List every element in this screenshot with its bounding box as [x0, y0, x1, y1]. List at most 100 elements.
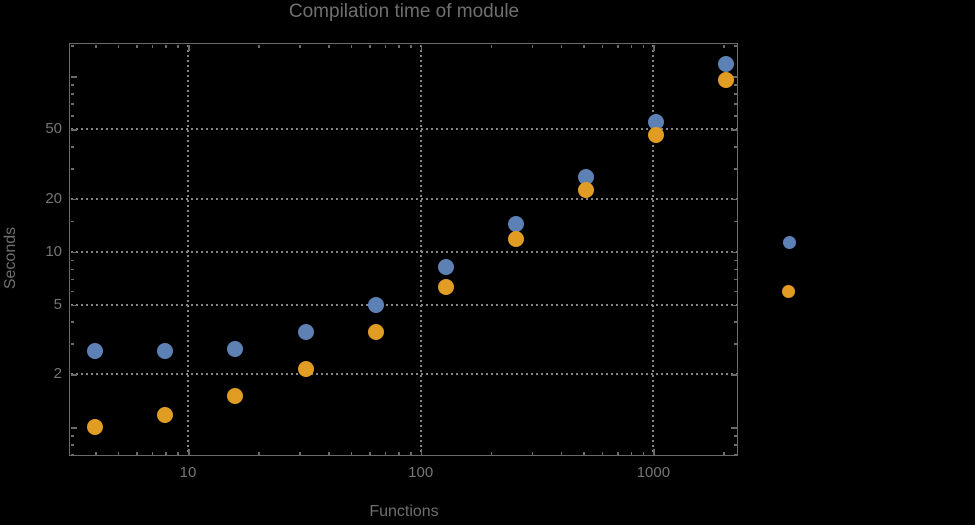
- y-axis-tick-right: [733, 454, 737, 456]
- y-axis-tick-right: [733, 343, 737, 345]
- x-axis-tick: [136, 451, 138, 455]
- y-axis-tick-right: [731, 304, 737, 306]
- x-axis-tick-top: [350, 44, 353, 48]
- x-axis-tick: [384, 451, 387, 455]
- x-axis-tick: [188, 449, 190, 455]
- x-axis-tick: [723, 451, 725, 455]
- y-axis-tick-right: [733, 115, 737, 117]
- data-point-series-1-blue: [437, 258, 454, 275]
- data-point-series-2-orange: [157, 407, 174, 424]
- x-axis-tick-top: [188, 44, 190, 51]
- y-axis-tick-right: [733, 278, 737, 281]
- y-axis-tick: [70, 129, 77, 131]
- x-axis-tick: [369, 451, 371, 455]
- x-axis-tick-top: [398, 44, 400, 48]
- data-point-series-2-orange: [577, 181, 594, 198]
- y-axis-tick: [70, 198, 77, 201]
- x-axis-tick: [601, 451, 604, 455]
- x-axis-tick-top: [583, 44, 585, 48]
- x-axis-tick-top: [410, 44, 412, 48]
- y-tick-label: 2: [53, 365, 62, 383]
- x-axis-tick-top: [630, 44, 633, 48]
- y-tick-label: 5: [53, 295, 62, 313]
- x-axis-tick-top: [151, 44, 154, 48]
- data-point-series-1-blue: [227, 340, 244, 357]
- y-axis-tick: [70, 444, 74, 446]
- data-point-series-2-orange: [367, 323, 384, 340]
- data-point-series-2-orange: [297, 360, 314, 377]
- x-axis-tick-top: [560, 44, 563, 48]
- y-axis-tick: [70, 168, 74, 170]
- y-axis-tick-right: [733, 321, 737, 323]
- y-axis-tick: [70, 76, 77, 78]
- x-axis-tick: [258, 451, 260, 455]
- x-axis-tick-top: [384, 44, 387, 48]
- x-axis-tick: [117, 451, 120, 455]
- y-axis-tick: [70, 146, 74, 148]
- x-axis-tick: [151, 451, 154, 455]
- horizontal-gridline: [71, 128, 737, 131]
- y-axis-tick: [70, 259, 74, 262]
- chart-title: Compilation time of module: [288, 1, 520, 22]
- y-axis-tick: [70, 268, 74, 271]
- y-axis-tick: [70, 374, 77, 376]
- y-axis-tick: [70, 84, 74, 86]
- y-axis-tick-right: [731, 374, 737, 376]
- y-axis-tick-right: [733, 146, 737, 148]
- y-tick-label: 50: [45, 120, 62, 138]
- horizontal-gridline: [71, 197, 737, 200]
- y-axis-tick: [70, 251, 77, 254]
- y-axis-tick-right: [733, 290, 737, 293]
- y-axis-tick: [70, 103, 74, 105]
- x-axis-tick-top: [490, 44, 493, 48]
- y-axis-tick-right: [731, 76, 737, 78]
- x-axis-tick: [177, 451, 179, 455]
- y-axis-tick-right: [733, 268, 737, 271]
- y-axis-tick-right: [733, 84, 737, 86]
- data-point-series-2-orange: [507, 231, 524, 248]
- x-axis-tick-top: [420, 44, 423, 51]
- y-axis-tick-right: [733, 168, 737, 170]
- x-axis-tick: [410, 451, 412, 455]
- data-point-series-1-blue: [87, 343, 104, 360]
- data-point-series-1-blue: [367, 296, 384, 313]
- vertical-gridline: [652, 45, 655, 455]
- y-axis-tick-right: [731, 427, 737, 429]
- plot-frame: [69, 43, 738, 456]
- data-point-series-2-orange: [717, 72, 734, 89]
- data-point-series-1-blue: [297, 323, 314, 340]
- y-axis-tick-right: [733, 220, 737, 223]
- y-axis-tick: [70, 304, 77, 306]
- x-axis-tick: [165, 451, 167, 455]
- x-axis-tick-top: [653, 44, 655, 51]
- y-axis-tick: [70, 427, 77, 429]
- x-axis-tick-top: [95, 44, 97, 48]
- x-axis-tick: [299, 451, 301, 455]
- y-axis-tick: [70, 454, 74, 456]
- x-axis-tick-top: [165, 44, 167, 48]
- x-axis-tick-top: [531, 44, 534, 48]
- x-axis-tick: [490, 451, 493, 455]
- y-axis-tick-right: [731, 129, 737, 131]
- x-axis-tick-top: [299, 44, 301, 48]
- y-axis-tick-right: [733, 93, 737, 95]
- x-axis-tick-top: [117, 44, 120, 48]
- x-axis-tick: [328, 451, 330, 455]
- x-tick-label: 10: [179, 464, 197, 481]
- x-axis-tick-top: [328, 44, 330, 48]
- x-tick-label: 100: [408, 464, 434, 481]
- vertical-gridline: [419, 45, 422, 455]
- horizontal-gridline: [71, 250, 737, 253]
- x-axis-label: Functions: [369, 503, 439, 520]
- horizontal-gridline: [71, 303, 737, 306]
- y-axis-tick: [70, 290, 74, 293]
- data-point-series-2-orange: [87, 419, 104, 436]
- x-axis-tick: [630, 451, 633, 455]
- x-axis-tick: [560, 451, 563, 455]
- y-axis-tick: [70, 435, 74, 437]
- y-axis-tick: [70, 321, 74, 323]
- x-axis-tick-top: [723, 44, 725, 48]
- y-axis-tick-right: [733, 45, 737, 47]
- y-tick-label: 20: [45, 189, 62, 207]
